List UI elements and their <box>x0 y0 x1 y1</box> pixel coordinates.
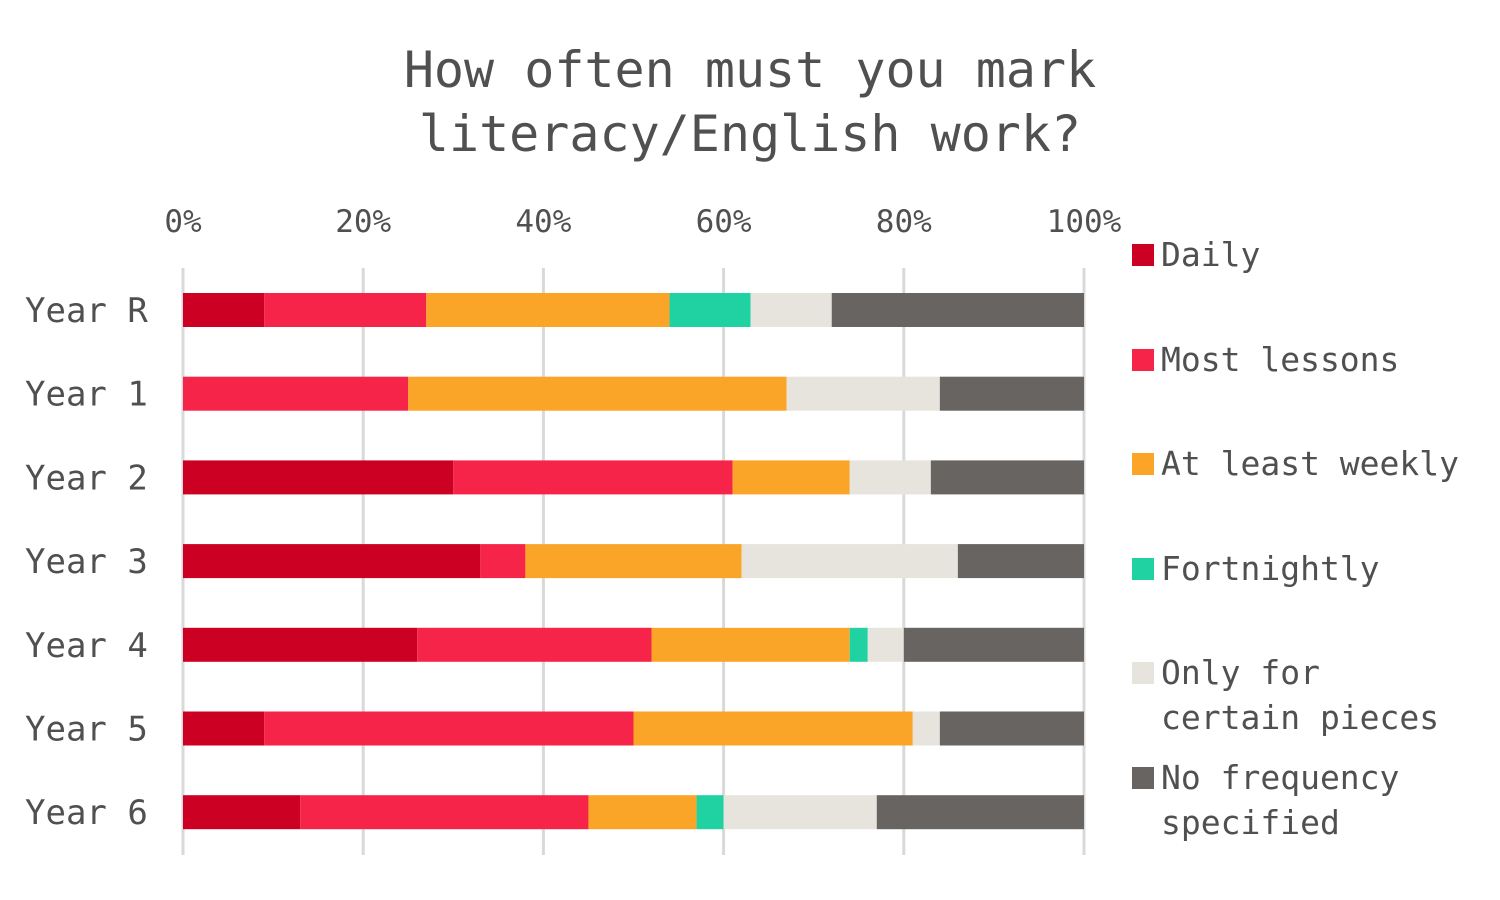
bar-segment <box>183 544 481 579</box>
legend-label: No frequency specified <box>1161 758 1400 842</box>
bar-segment <box>300 795 589 830</box>
legend-swatch <box>1132 453 1154 475</box>
bar-segment <box>525 544 742 579</box>
bar-segment <box>741 544 958 579</box>
bar-segment <box>723 795 877 830</box>
bar-segment <box>867 627 904 662</box>
x-tick-label: 60% <box>696 204 752 240</box>
bar-segment <box>588 795 697 830</box>
bar-segment <box>183 293 265 327</box>
bar-segment <box>930 460 1084 495</box>
legend-swatch <box>1132 767 1154 789</box>
bar-segment <box>183 795 301 830</box>
x-tick-label: 100% <box>1047 204 1122 240</box>
bar-segment <box>876 795 1084 830</box>
legend-swatch <box>1132 244 1154 266</box>
bar-segment <box>849 460 931 495</box>
bar-segment <box>453 460 733 495</box>
bar-segment <box>939 376 1084 411</box>
bar-segment <box>831 293 1084 327</box>
bar-segment <box>633 711 913 746</box>
bar-segment <box>183 376 409 411</box>
chart-title: How often must you mark literacy/English… <box>0 38 1500 166</box>
bar-segment <box>183 627 418 662</box>
legend-swatch <box>1132 558 1154 580</box>
bar-segment <box>183 460 454 495</box>
bar-segment <box>732 460 850 495</box>
y-category-label: Year R <box>25 291 148 331</box>
bar-segments <box>183 293 1084 830</box>
bar-segment <box>651 627 850 662</box>
bar-segment <box>750 293 832 327</box>
x-axis-ticks: 0% 20% 40% 60% 80% 100% <box>164 204 1121 240</box>
y-category-label: Year 4 <box>25 626 148 666</box>
bar-segment <box>408 376 787 411</box>
bar-segment <box>669 293 751 327</box>
y-axis-labels: Year R Year 1 Year 2 Year 3 Year 4 Year 5 Year… <box>25 291 148 833</box>
bar-segment <box>957 544 1084 579</box>
legend-swatch <box>1132 662 1154 684</box>
bar-segment <box>696 795 724 830</box>
legend-label: Only for certain pieces <box>1161 653 1440 737</box>
y-category-label: Year 1 <box>25 375 148 415</box>
y-category-label: Year 2 <box>25 458 148 498</box>
x-tick-label: 20% <box>335 204 391 240</box>
x-tick-label: 80% <box>876 204 932 240</box>
bar-segment <box>183 711 265 746</box>
legend-label: Fortnightly <box>1161 549 1380 588</box>
bar-segment <box>786 376 940 411</box>
bar-segment <box>264 711 634 746</box>
x-tick-label: 0% <box>164 204 202 240</box>
y-category-label: Year 5 <box>25 710 148 750</box>
bar-segment <box>939 711 1084 746</box>
bar-segment <box>480 544 526 579</box>
bar-segment <box>903 627 1084 662</box>
y-category-label: Year 6 <box>25 793 148 833</box>
legend-label: Daily <box>1161 235 1261 274</box>
legend-swatch <box>1132 349 1154 371</box>
chart-title-line-2: literacy/English work? <box>418 105 1082 163</box>
bar-segment <box>417 627 652 662</box>
legend-label: At least weekly <box>1161 444 1460 483</box>
legend-label: Most lessons <box>1161 340 1400 379</box>
bar-segment <box>912 711 940 746</box>
y-category-label: Year 3 <box>25 542 148 582</box>
bar-segment <box>264 293 427 327</box>
bar-segment <box>849 627 868 662</box>
chart-title-line-1: How often must you mark <box>403 41 1097 99</box>
x-tick-label: 40% <box>515 204 571 240</box>
bar-segment <box>426 293 670 327</box>
